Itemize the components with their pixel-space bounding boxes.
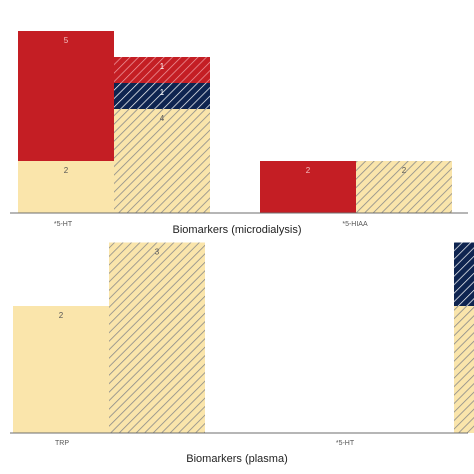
segment-value-label-0-0-0-0: 2 bbox=[64, 166, 69, 175]
bar-segment-0-1-0-0 bbox=[260, 161, 356, 213]
segment-value-label-0-0-0-1: 5 bbox=[64, 36, 69, 45]
segment-value-label-0-0-1-0: 4 bbox=[160, 114, 165, 123]
bar-segment-0-0-1-0 bbox=[114, 109, 210, 213]
microdialysis-panel: 2 5 4 1 1 2 2 *5-HT *5-HIAA Biomarkers (microdial… bbox=[10, 31, 468, 236]
bar-segment-0-1-1-0 bbox=[356, 161, 452, 213]
bar-segment-0-0-1-2 bbox=[114, 57, 210, 83]
x-tick-label-0-0: *5-HT bbox=[54, 221, 73, 228]
segment-value-label-0-1-0-0: 2 bbox=[306, 166, 311, 175]
x-axis-title-0: Biomarkers (microdialysis) bbox=[173, 224, 302, 236]
bar-segment-1-0-1-0 bbox=[109, 242, 205, 433]
segment-value-label-0-0-1-2: 1 bbox=[160, 62, 165, 71]
segment-value-label-0-0-1-1: 1 bbox=[160, 88, 165, 97]
x-tick-label-1-0: TRP bbox=[55, 440, 69, 447]
segment-value-label-1-0-0-0: 2 bbox=[59, 311, 64, 320]
bar-segment-1-1-1-0 bbox=[454, 306, 474, 433]
bar-segment-1-0-0-0 bbox=[13, 306, 109, 433]
bar-segment-0-0-0-0 bbox=[18, 161, 114, 213]
bar-segment-0-0-1-1 bbox=[114, 83, 210, 109]
bar-segment-1-1-1-1 bbox=[454, 242, 474, 306]
x-tick-label-0-1: *5-HIAA bbox=[342, 221, 368, 228]
bar-segment-0-0-0-1 bbox=[18, 31, 114, 161]
segment-value-label-0-1-1-0: 2 bbox=[402, 166, 407, 175]
x-axis-title-1: Biomarkers (plasma) bbox=[186, 453, 287, 465]
segment-value-label-1-0-1-0: 3 bbox=[155, 248, 160, 257]
x-tick-label-1-1: *5-HT bbox=[336, 440, 355, 447]
